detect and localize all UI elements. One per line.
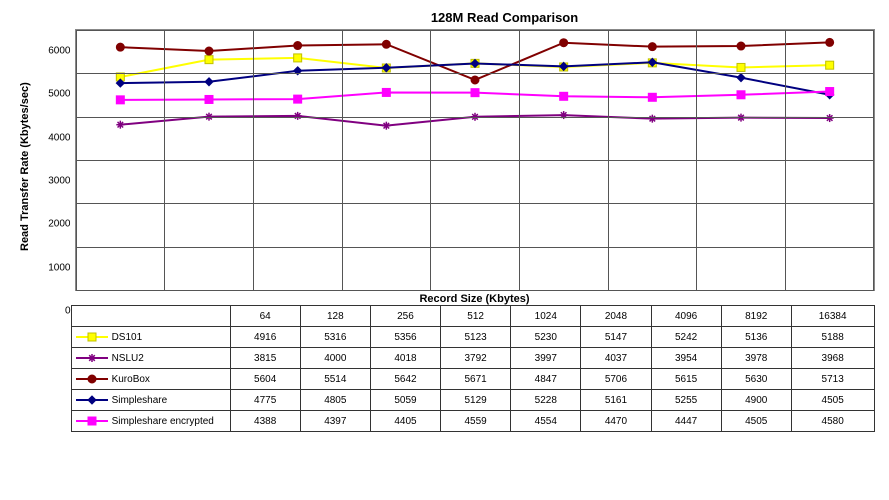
table-cell: 4505 [721, 411, 791, 432]
table-cell: 4580 [791, 411, 874, 432]
y-tick-label: 1000 [48, 262, 70, 273]
table-header-cell: 16384 [791, 306, 874, 327]
table-cell: 4037 [581, 348, 651, 369]
chart-container: 128M Read Comparison Read Transfer Rate … [15, 10, 875, 432]
table-cell: 3968 [791, 348, 874, 369]
table-cell: 5188 [791, 327, 874, 348]
table-row: KuroBox560455145642567148475706561556305… [71, 369, 874, 390]
grid-line-h [76, 203, 874, 204]
table-cell: 5255 [651, 390, 721, 411]
grid-line-h [76, 73, 874, 74]
table-cell: 5356 [370, 327, 440, 348]
table-cell: 5161 [581, 390, 651, 411]
table-cell: 3997 [511, 348, 581, 369]
grid-line-v [342, 30, 343, 290]
table-cell: 4018 [370, 348, 440, 369]
table-cell: 4554 [511, 411, 581, 432]
grid-line-v [76, 30, 77, 290]
table-cell: 5129 [441, 390, 511, 411]
grid-line-v [519, 30, 520, 290]
y-tick-label: 2000 [48, 219, 70, 230]
table-cell: 4397 [300, 411, 370, 432]
table-cell: 5059 [370, 390, 440, 411]
y-tick-label: 3000 [48, 176, 70, 187]
table-cell: 4000 [300, 348, 370, 369]
table-row: Simpleshare47754805505951295228516152554… [71, 390, 874, 411]
table-cell: 4900 [721, 390, 791, 411]
series-label-cell: Simpleshare [71, 390, 230, 411]
table-cell: 4447 [651, 411, 721, 432]
table-cell: 4775 [230, 390, 300, 411]
table-row: DS10149165316535651235230514752425136518… [71, 327, 874, 348]
table-cell: 5123 [441, 327, 511, 348]
table-cell: 5615 [651, 369, 721, 390]
grid-line-h [76, 160, 874, 161]
table-row: Simpleshare encrypted4388439744054559455… [71, 411, 874, 432]
table-cell: 5671 [441, 369, 511, 390]
grid-line-h [76, 290, 874, 291]
grid-line-v [785, 30, 786, 290]
table-cell: 3815 [230, 348, 300, 369]
table-cell: 5147 [581, 327, 651, 348]
table-cell: 4470 [581, 411, 651, 432]
table-cell: 5630 [721, 369, 791, 390]
table-cell: 5136 [721, 327, 791, 348]
table-cell: 3792 [441, 348, 511, 369]
series-label-cell: Simpleshare encrypted [71, 411, 230, 432]
grid-line-h [76, 117, 874, 118]
table-cell: 3954 [651, 348, 721, 369]
grid-line-v [164, 30, 165, 290]
table-header-cell: 512 [441, 306, 511, 327]
grid-line-h [76, 247, 874, 248]
table-cell: 4505 [791, 390, 874, 411]
table-header-cell: 256 [370, 306, 440, 327]
series-label-cell: KuroBox [71, 369, 230, 390]
y-tick-label: 6000 [48, 46, 70, 57]
table-cell: 4388 [230, 411, 300, 432]
y-axis-label: Read Transfer Rate (Kbytes/sec) [15, 29, 39, 305]
grid-line-v [608, 30, 609, 290]
table-header-row: 64128256512102420484096819216384 [71, 306, 874, 327]
table-cell: 5242 [651, 327, 721, 348]
grid-line-v [696, 30, 697, 290]
y-tick-label: 4000 [48, 132, 70, 143]
table-row: NSLU238154000401837923997403739543978396… [71, 348, 874, 369]
grid-line-v [253, 30, 254, 290]
table-cell: 5713 [791, 369, 874, 390]
data-table: 64128256512102420484096819216384 DS10149… [71, 305, 875, 432]
table-header-cell: 128 [300, 306, 370, 327]
table-cell: 5706 [581, 369, 651, 390]
table-header-cell: 4096 [651, 306, 721, 327]
table-cell: 5230 [511, 327, 581, 348]
table-cell: 3978 [721, 348, 791, 369]
table-header-cell: 2048 [581, 306, 651, 327]
table-cell: 5642 [370, 369, 440, 390]
grid-line-h [76, 30, 874, 31]
y-tick-label: 5000 [48, 89, 70, 100]
series-label-cell: NSLU2 [71, 348, 230, 369]
table-header-cell: 64 [230, 306, 300, 327]
table-cell: 5316 [300, 327, 370, 348]
chart-title: 128M Read Comparison [15, 10, 875, 25]
x-axis-label: Record Size (Kbytes) [75, 293, 875, 305]
table-cell: 4847 [511, 369, 581, 390]
table-cell: 4405 [370, 411, 440, 432]
y-axis: 0100020003000400050006000 [39, 29, 75, 305]
table-cell: 4805 [300, 390, 370, 411]
series-label-cell: DS101 [71, 327, 230, 348]
table-cell: 5228 [511, 390, 581, 411]
table-cell: 4559 [441, 411, 511, 432]
table-cell: 5514 [300, 369, 370, 390]
table-cell: 4916 [230, 327, 300, 348]
table-header-cell: 8192 [721, 306, 791, 327]
grid-line-v [430, 30, 431, 290]
table-header-cell: 1024 [511, 306, 581, 327]
plot-area [75, 29, 875, 291]
table-cell: 5604 [230, 369, 300, 390]
y-tick-label: 0 [65, 306, 71, 317]
